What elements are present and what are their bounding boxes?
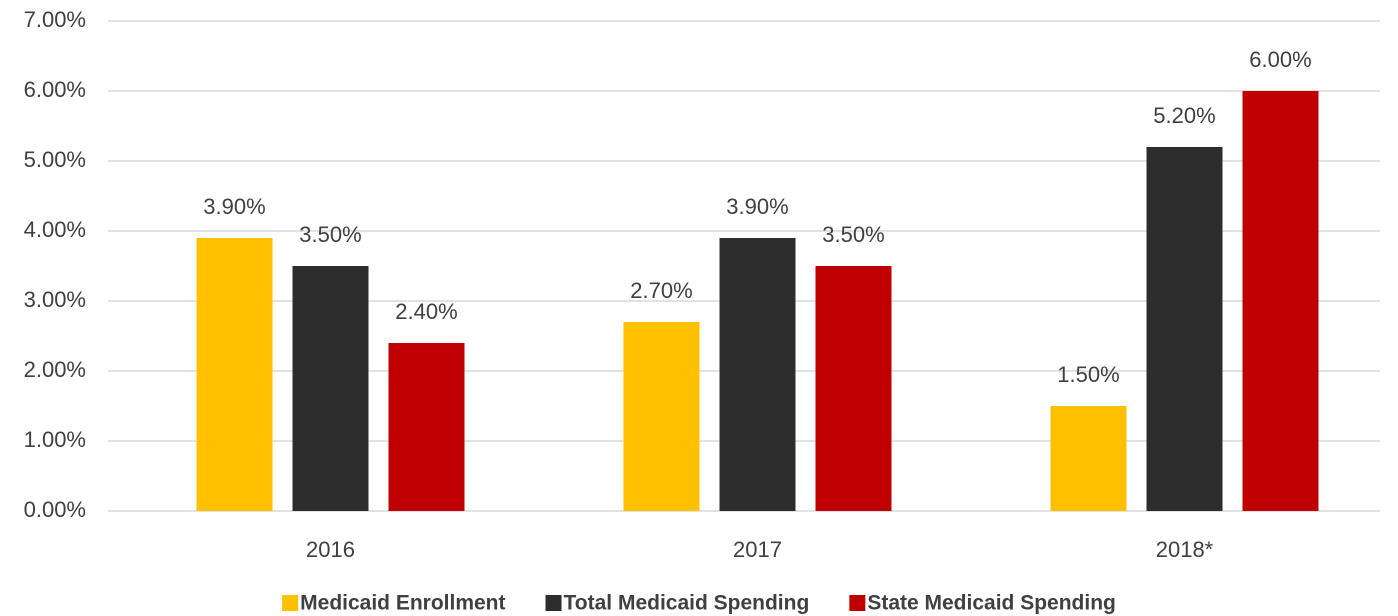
bar: [623, 322, 700, 511]
bar: [388, 343, 465, 511]
bar: [1050, 406, 1127, 511]
data-label: 3.90%: [203, 194, 265, 219]
x-tick-label: 2016: [306, 537, 355, 562]
bar: [1242, 91, 1319, 511]
y-tick-label: 5.00%: [24, 147, 86, 172]
legend-swatch: [849, 595, 866, 611]
y-tick-label: 1.00%: [24, 427, 86, 452]
data-label: 2.40%: [395, 299, 457, 324]
data-label: 5.20%: [1153, 103, 1215, 128]
legend-label: State Medicaid Spending: [867, 592, 1116, 615]
data-label: 3.50%: [822, 222, 884, 247]
y-tick-label: 4.00%: [24, 217, 86, 242]
legend-label: Medicaid Enrollment: [300, 592, 505, 615]
y-tick-label: 3.00%: [24, 287, 86, 312]
legend: Medicaid Enrollment Total Medicaid Spendi…: [282, 592, 1116, 615]
bar: [292, 266, 369, 511]
y-tick-label: 2.00%: [24, 357, 86, 382]
bar: [196, 238, 273, 511]
data-label: 6.00%: [1249, 47, 1311, 72]
x-tick-label: 2018*: [1156, 537, 1214, 562]
y-tick-label: 6.00%: [24, 77, 86, 102]
bar: [719, 238, 796, 511]
data-label: 3.50%: [299, 222, 361, 247]
legend-swatch: [282, 595, 299, 611]
bar: [815, 266, 892, 511]
data-label: 2.70%: [630, 278, 692, 303]
y-tick-label: 7.00%: [24, 7, 86, 32]
bar: [1146, 147, 1223, 511]
data-label: 1.50%: [1057, 362, 1119, 387]
legend-swatch: [545, 595, 562, 611]
legend-label: Total Medicaid Spending: [564, 592, 810, 615]
x-tick-label: 2017: [733, 537, 782, 562]
data-label: 3.90%: [726, 194, 788, 219]
y-tick-label: 0.00%: [24, 497, 86, 522]
